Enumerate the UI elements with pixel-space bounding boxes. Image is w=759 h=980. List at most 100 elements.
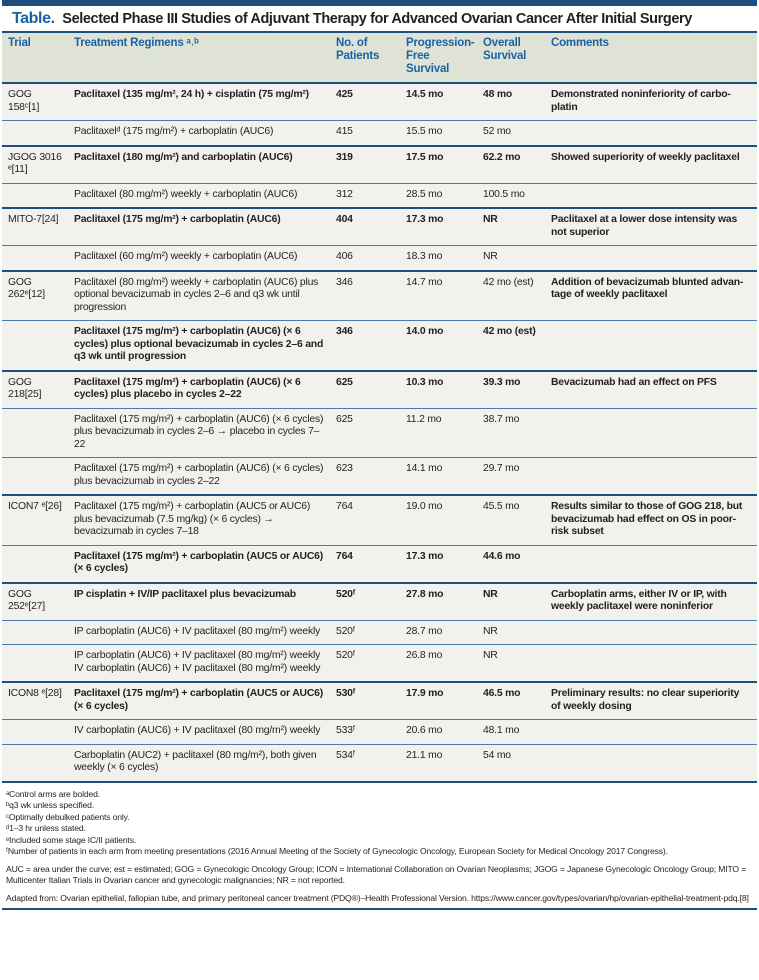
regimen-cell: IV carboplatin (AUC6) + IV paclitaxel (8… xyxy=(68,719,330,744)
table-row: MITO-7[24] Paclitaxel (175 mg/m²) + carbo… xyxy=(2,207,757,246)
trial-cell xyxy=(2,544,68,583)
header-row: Trial Treatment Regimens ᵃ˒ᵇ No. of Pati… xyxy=(2,33,757,83)
pfs-cell: 17.3 mo xyxy=(400,544,477,583)
os-cell: 38.7 mo xyxy=(477,407,545,458)
pfs-cell: 18.3 mo xyxy=(400,245,477,271)
top-rule xyxy=(2,0,757,6)
comment-cell xyxy=(545,320,757,371)
footnote: ᶠNumber of patients in each arm from mee… xyxy=(6,846,668,856)
patients-cell: 406 xyxy=(330,245,400,271)
os-cell: NR xyxy=(477,644,545,682)
trial-cell xyxy=(2,407,68,458)
regimen-cell: Paclitaxelᵈ (175 mg/m²) + carboplatin (A… xyxy=(68,120,330,146)
os-cell: 45.5 mo xyxy=(477,494,545,545)
table-row: Carboplatin (AUC2) + paclitaxel (80 mg/m… xyxy=(2,743,757,781)
trial-cell xyxy=(2,743,68,781)
table-row: Paclitaxel (60 mg/m²) weekly + carboplat… xyxy=(2,245,757,271)
os-cell: 44.6 mo xyxy=(477,544,545,583)
table-row: GOG 252ᵉ[27] IP cisplatin + IV/IP paclita… xyxy=(2,581,757,620)
comment-cell xyxy=(545,544,757,583)
comment-cell: Preliminary results: no clear superiorit… xyxy=(545,681,757,720)
os-cell: 42 mo (est) xyxy=(477,269,545,321)
trial-cell xyxy=(2,644,68,682)
os-cell: 52 mo xyxy=(477,120,545,146)
patients-cell: 625 xyxy=(330,407,400,458)
comment-cell: Bevacizumab had an effect on PFS xyxy=(545,369,757,408)
table-row: GOG 158ᶜ[1] Paclitaxel (135 mg/m², 24 h) … xyxy=(2,82,757,121)
pfs-cell: 17.5 mo xyxy=(400,144,477,183)
pfs-cell: 10.3 mo xyxy=(400,369,477,408)
comment-cell xyxy=(545,182,757,208)
os-cell: NR xyxy=(477,207,545,246)
comment-cell xyxy=(545,407,757,458)
table-row: Paclitaxel (175 mg/m²) + carboplatin (AU… xyxy=(2,320,757,371)
trial-cell xyxy=(2,320,68,371)
trial-cell xyxy=(2,182,68,208)
patients-cell: 764 xyxy=(330,544,400,583)
comment-cell xyxy=(545,457,757,495)
pfs-cell: 28.7 mo xyxy=(400,619,477,645)
regimen-cell: Paclitaxel (175 mg/m²) + carboplatin (AU… xyxy=(68,544,330,583)
comment-cell: Demonstrated noninferiority of carbo-pla… xyxy=(545,82,757,121)
regimen-cell: Carboplatin (AUC2) + paclitaxel (80 mg/m… xyxy=(68,743,330,781)
trial-cell: ICON7 ᵉ[26] xyxy=(2,494,68,545)
regimen-cell: Paclitaxel (80 mg/m²) weekly + carboplat… xyxy=(68,182,330,208)
table-title: Table. Selected Phase III Studies of Adj… xyxy=(2,6,757,33)
trial-cell xyxy=(2,120,68,146)
table-row: Paclitaxelᵈ (175 mg/m²) + carboplatin (A… xyxy=(2,120,757,146)
regimen-cell: Paclitaxel (175 mg/m²) + carboplatin (AU… xyxy=(68,407,330,458)
table-row: GOG 262ᵉ[12] Paclitaxel (80 mg/m²) weekly… xyxy=(2,269,757,321)
pfs-cell: 11.2 mo xyxy=(400,407,477,458)
table-footnotes: ᵃControl arms are bolded. ᵇq3 wk unless s… xyxy=(2,780,757,910)
pfs-cell: 14.5 mo xyxy=(400,82,477,121)
os-cell: 46.5 mo xyxy=(477,681,545,720)
comment-cell: Results similar to those of GOG 218, but… xyxy=(545,494,757,545)
table-row: Paclitaxel (175 mg/m²) + carboplatin (AU… xyxy=(2,544,757,583)
table-body: GOG 158ᶜ[1] Paclitaxel (135 mg/m², 24 h) … xyxy=(2,82,757,781)
pfs-cell: 14.7 mo xyxy=(400,269,477,321)
trial-cell: GOG 158ᶜ[1] xyxy=(2,82,68,121)
source-note: Adapted from: Ovarian epithelial, fallop… xyxy=(6,892,749,903)
regimen-cell: Paclitaxel (175 mg/m²) + carboplatin (AU… xyxy=(68,681,330,720)
abbreviations: AUC = area under the curve; est = estima… xyxy=(6,863,747,886)
trial-cell: MITO-7[24] xyxy=(2,207,68,246)
pfs-cell: 21.1 mo xyxy=(400,743,477,781)
table-row: JGOG 3016 ᵉ[11] Paclitaxel (180 mg/m²) an… xyxy=(2,144,757,183)
trial-cell: GOG 262ᵉ[12] xyxy=(2,269,68,321)
header-treatment: Treatment Regimens ᵃ˒ᵇ xyxy=(68,33,330,83)
patients-cell: 534ᶠ xyxy=(330,743,400,781)
comment-cell: Carboplatin arms, either IV or IP, with … xyxy=(545,581,757,620)
table-row: Paclitaxel (175 mg/m²) + carboplatin (AU… xyxy=(2,407,757,458)
table-row: GOG 218[25] Paclitaxel (175 mg/m²) + carb… xyxy=(2,369,757,408)
trial-cell xyxy=(2,719,68,744)
patients-cell: 520ᶠ xyxy=(330,644,400,682)
table-row: IP carboplatin (AUC6) + IV paclitaxel (8… xyxy=(2,619,757,645)
comment-cell xyxy=(545,743,757,781)
table-row: Paclitaxel (80 mg/m²) weekly + carboplat… xyxy=(2,182,757,208)
footnote: ᵃControl arms are bolded. xyxy=(6,788,101,799)
comment-cell xyxy=(545,245,757,271)
pfs-cell: 14.0 mo xyxy=(400,320,477,371)
pfs-cell: 19.0 mo xyxy=(400,494,477,545)
trial-cell: ICON8 ᵉ[28] xyxy=(2,681,68,720)
regimen-cell: Paclitaxel (175 mg/m²) + carboplatin (AU… xyxy=(68,494,330,545)
trial-cell: GOG 218[25] xyxy=(2,369,68,408)
regimen-cell: Paclitaxel (175 mg/m²) + carboplatin (AU… xyxy=(68,369,330,408)
footnote: ᵉIncluded some stage IC/II patients. xyxy=(6,834,137,845)
footnote: ᵈ1–3 hr unless stated. xyxy=(6,823,86,833)
pfs-cell: 28.5 mo xyxy=(400,182,477,208)
os-cell: 29.7 mo xyxy=(477,457,545,495)
table-row: ICON8 ᵉ[28] Paclitaxel (175 mg/m²) + carb… xyxy=(2,681,757,720)
trial-cell: JGOG 3016 ᵉ[11] xyxy=(2,144,68,183)
header-trial: Trial xyxy=(2,33,68,83)
pfs-cell: 26.8 mo xyxy=(400,644,477,682)
table-caption: Selected Phase III Studies of Adjuvant T… xyxy=(62,11,692,27)
patients-cell: 520ᶠ xyxy=(330,619,400,645)
header-pfs: Progression-Free Survival xyxy=(400,33,477,83)
header-os: Overall Survival xyxy=(477,33,545,83)
os-cell: NR xyxy=(477,619,545,645)
pfs-cell: 17.9 mo xyxy=(400,681,477,720)
regimen-cell: Paclitaxel (60 mg/m²) weekly + carboplat… xyxy=(68,245,330,271)
patients-cell: 346 xyxy=(330,269,400,321)
